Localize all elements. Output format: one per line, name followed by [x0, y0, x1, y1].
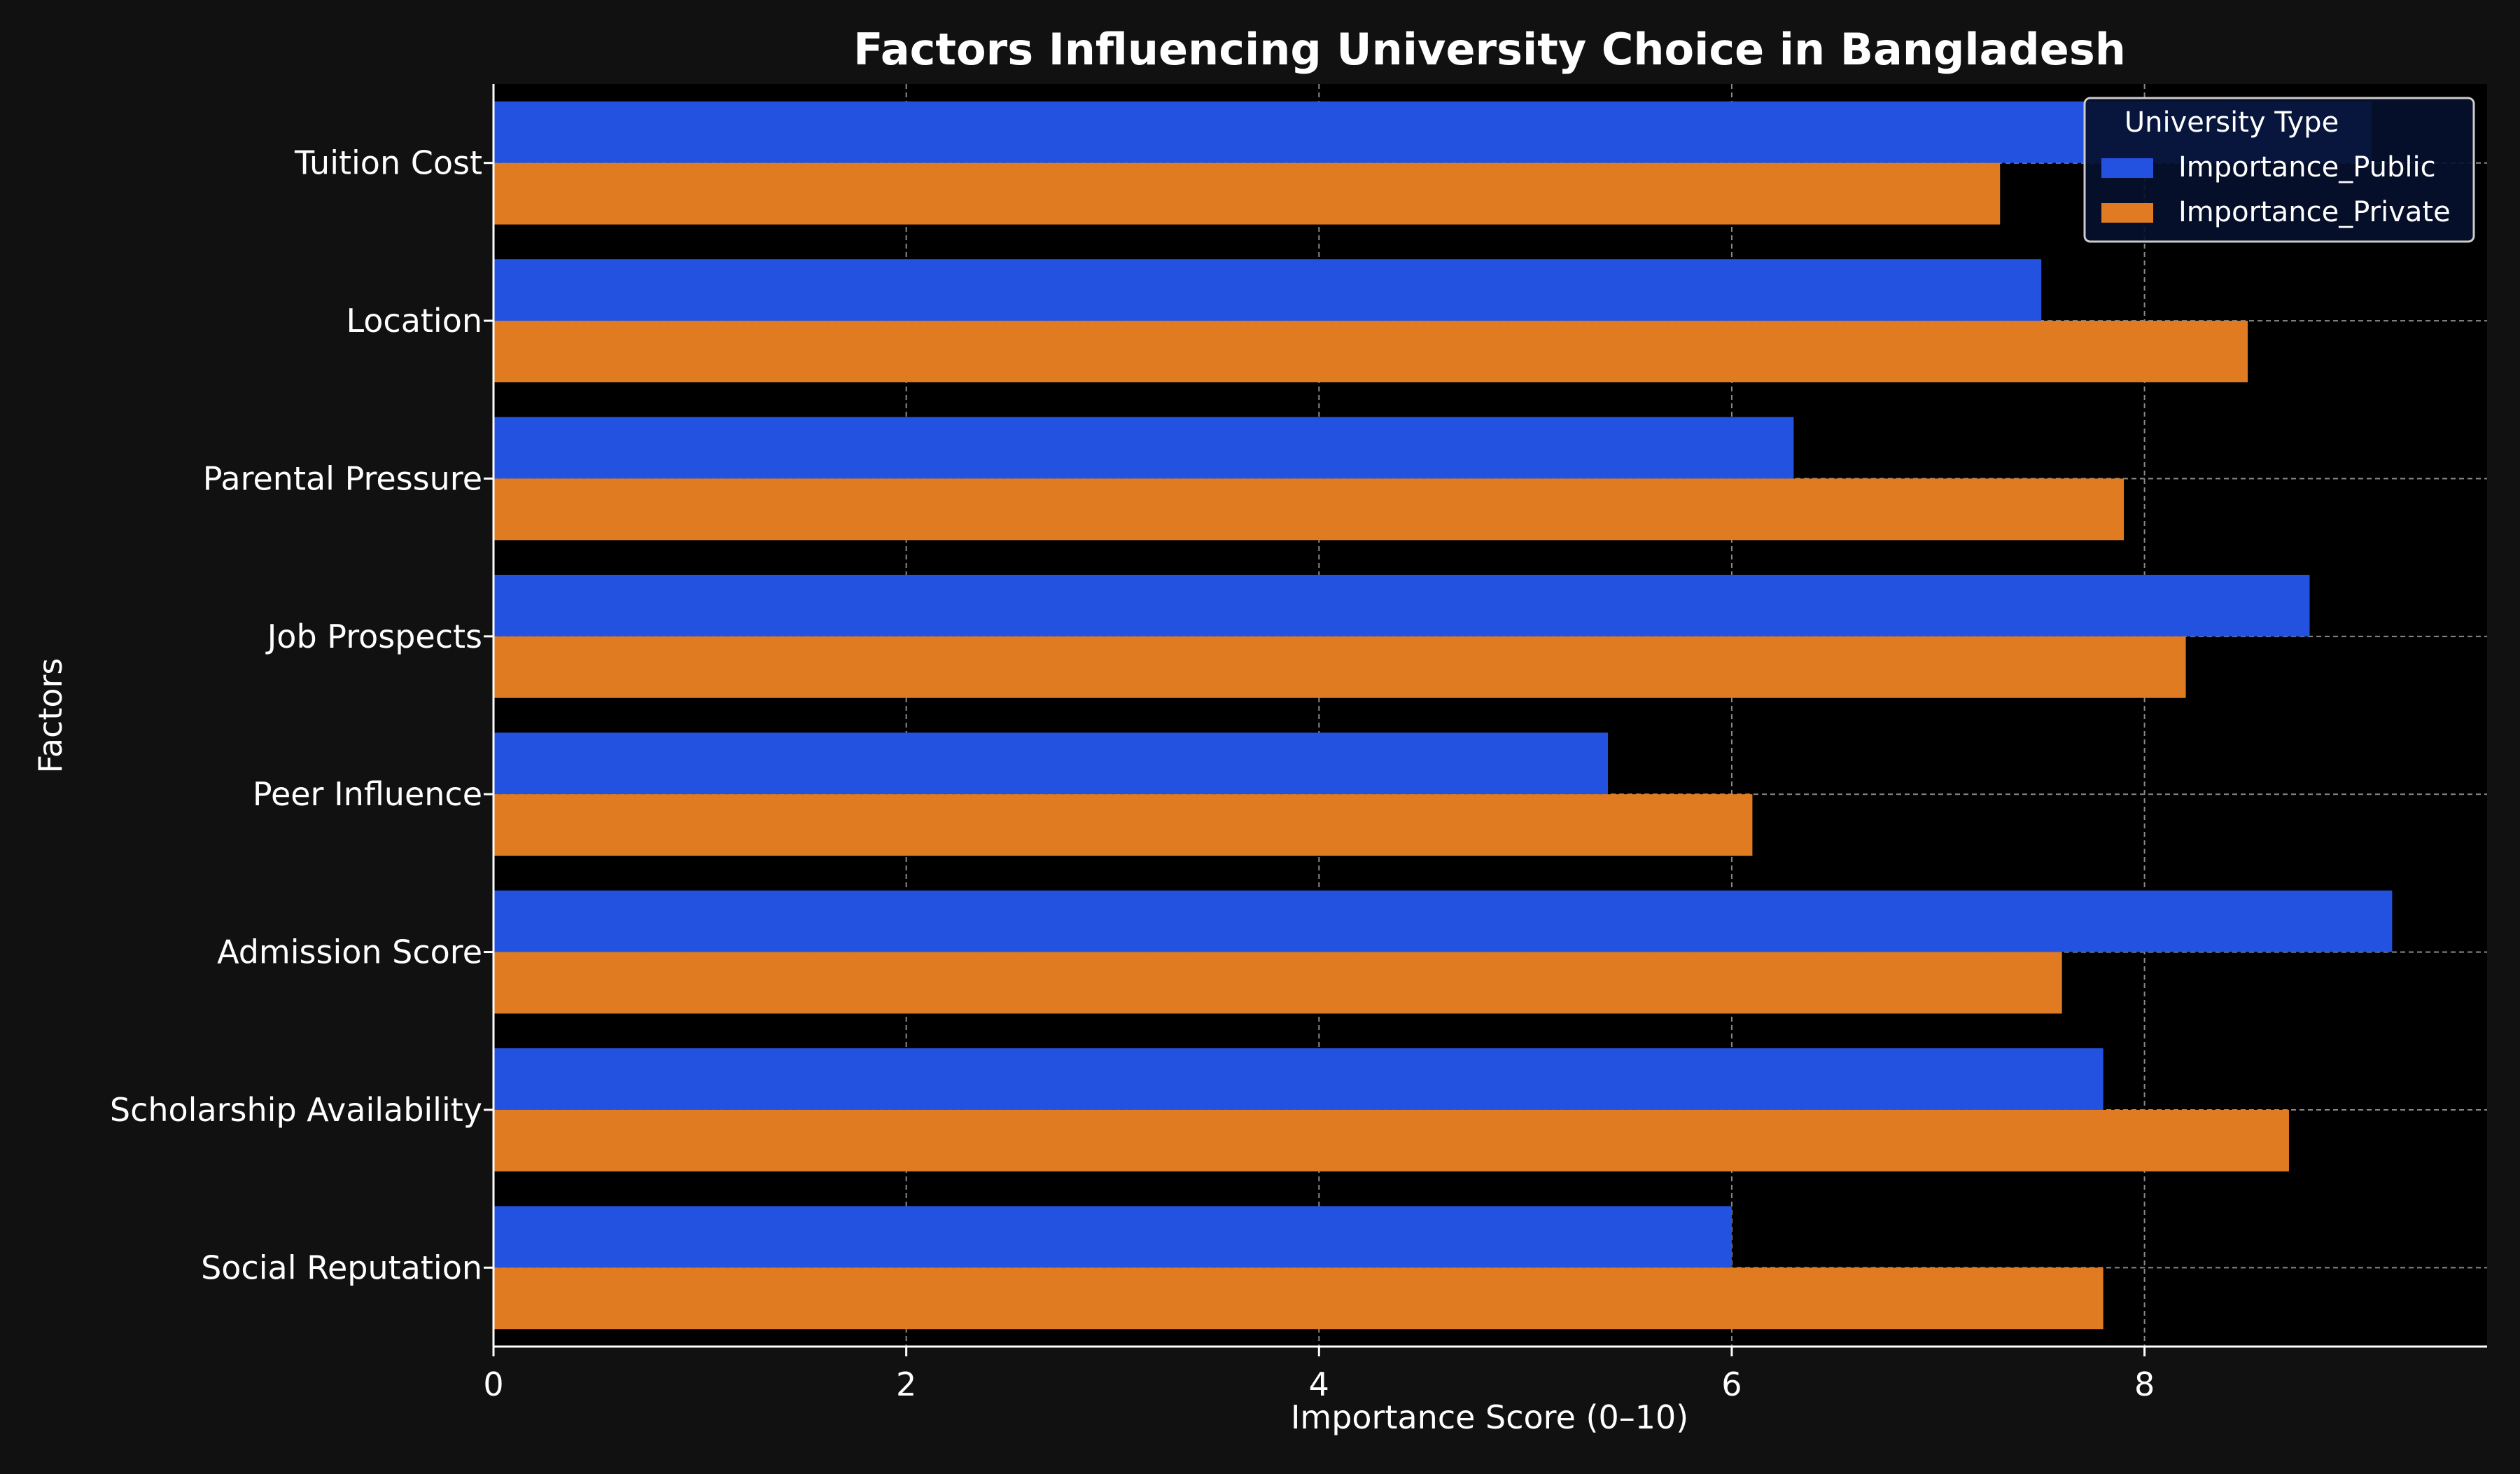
bar-public-tuition-cost	[493, 101, 2372, 163]
bar-private-social-reputation	[493, 1267, 2104, 1330]
y-axis-label: Factors	[31, 658, 69, 774]
bar-private-peer-influence	[493, 794, 1753, 856]
y-tick-label: Scholarship Availability	[110, 1091, 482, 1129]
axes: 0 2 4 6 8 Tuition Cost Location Parental Pressu…	[110, 84, 2487, 1403]
bar-private-admission-score	[493, 952, 2062, 1014]
legend-title: University Type	[2124, 106, 2339, 139]
x-tick-label: 6	[1721, 1365, 1742, 1403]
x-tick-label: 4	[1309, 1365, 1329, 1403]
bar-public-location	[493, 259, 2042, 321]
y-tick-label: Admission Score	[217, 933, 482, 971]
chart-title: Factors Influencing University Choice in…	[853, 24, 2126, 75]
y-tick-label: Location	[346, 302, 482, 340]
y-tick-label: Tuition Cost	[294, 144, 482, 182]
bars	[493, 101, 2393, 1330]
legend: University Type Importance_Public Import…	[2083, 97, 2475, 243]
bar-public-social-reputation	[493, 1206, 1732, 1268]
bar-public-parental-pressure	[493, 417, 1794, 479]
bar-public-scholarship-availability	[493, 1048, 2104, 1110]
bar-private-location	[493, 321, 2248, 382]
bar-public-peer-influence	[493, 732, 1609, 795]
bar-private-tuition-cost	[493, 162, 2001, 225]
legend-box	[2083, 97, 2475, 243]
x-tick-label: 0	[483, 1365, 503, 1403]
bar-public-admission-score	[493, 890, 2393, 952]
x-axis-label: Importance Score (0–10)	[1291, 1398, 1688, 1436]
bar-private-scholarship-availability	[493, 1109, 2289, 1171]
bar-public-job-prospects	[493, 574, 2310, 637]
legend-label-private: Importance_Private	[2178, 196, 2451, 228]
bar-private-job-prospects	[493, 636, 2186, 698]
y-tick-label: Social Reputation	[201, 1249, 482, 1286]
legend-swatch-private	[2101, 203, 2153, 223]
y-tick-label: Job Prospects	[265, 618, 482, 655]
x-tick-label: 8	[2134, 1365, 2155, 1403]
bar-private-parental-pressure	[493, 478, 2124, 541]
legend-label-public: Importance_Public	[2178, 151, 2436, 183]
y-tick-label: Parental Pressure	[203, 459, 482, 497]
x-tick-label: 2	[896, 1365, 916, 1403]
legend-swatch-public	[2101, 158, 2153, 178]
y-tick-label: Peer Influence	[253, 775, 482, 813]
